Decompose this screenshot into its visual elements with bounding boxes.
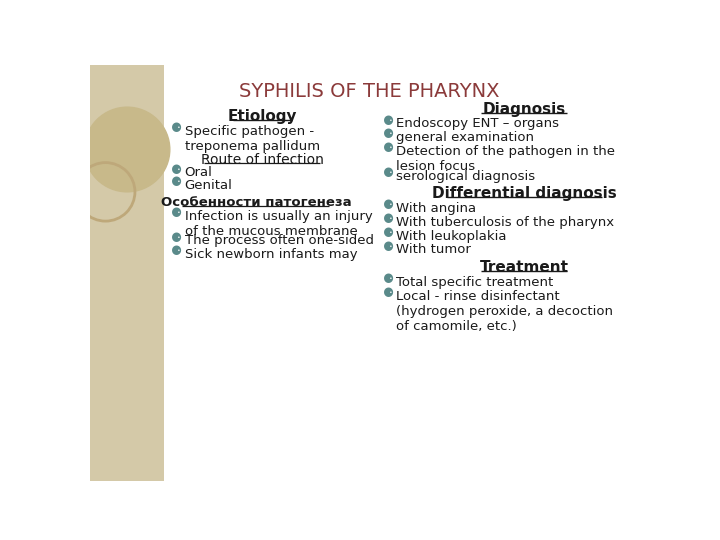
Text: ⚈: ⚈ [383, 142, 394, 155]
Text: Local - rinse disinfectant
(hydrogen peroxide, a decoction
of camomile, etc.): Local - rinse disinfectant (hydrogen per… [396, 289, 613, 333]
Text: SYPHILIS OF THE PHARYNX: SYPHILIS OF THE PHARYNX [239, 82, 499, 101]
Text: ⚈: ⚈ [383, 114, 394, 127]
Text: ⚈: ⚈ [171, 207, 182, 220]
Text: Sick newborn infants may: Sick newborn infants may [184, 248, 357, 261]
Text: ⚈: ⚈ [171, 176, 182, 189]
Text: ⚈: ⚈ [383, 227, 394, 240]
Text: Detection of the pathogen in the
lesion focus: Detection of the pathogen in the lesion … [396, 145, 615, 173]
Text: ⚈: ⚈ [383, 287, 394, 300]
Text: Differential diagnosis: Differential diagnosis [431, 186, 616, 201]
Text: Diagnosis: Diagnosis [482, 102, 566, 117]
Text: Treatment: Treatment [480, 260, 569, 275]
Text: Особенности патогенеза: Особенности патогенеза [161, 195, 351, 208]
Bar [90, 65, 163, 481]
Text: Specific pathogen -
treponema pallidum: Specific pathogen - treponema pallidum [184, 125, 320, 153]
Text: ⚈: ⚈ [171, 232, 182, 245]
Text: With angina: With angina [396, 202, 476, 215]
Text: ⚈: ⚈ [383, 241, 394, 254]
Text: ⚈: ⚈ [383, 167, 394, 180]
Text: ⚈: ⚈ [171, 122, 182, 135]
Text: general examination: general examination [396, 131, 534, 144]
Text: ⚈: ⚈ [383, 273, 394, 286]
Text: Route of infection: Route of infection [201, 153, 323, 166]
Text: Etiology: Etiology [228, 110, 297, 124]
Text: With leukoplakia: With leukoplakia [396, 230, 507, 242]
Circle shape [84, 107, 170, 192]
Text: The process often one-sided: The process often one-sided [184, 234, 374, 247]
Text: ⚈: ⚈ [383, 199, 394, 212]
Text: ⚈: ⚈ [383, 129, 394, 141]
Text: serological diagnosis: serological diagnosis [396, 170, 535, 183]
Text: With tumor: With tumor [396, 244, 471, 256]
Text: Total specific treatment: Total specific treatment [396, 276, 554, 289]
Text: ⚈: ⚈ [171, 245, 182, 259]
Text: With tuberculosis of the pharynx: With tuberculosis of the pharynx [396, 215, 614, 229]
Text: Genital: Genital [184, 179, 233, 192]
Text: Oral: Oral [184, 166, 212, 179]
Text: ⚈: ⚈ [171, 164, 182, 177]
Text: Endoscopy ENT – organs: Endoscopy ENT – organs [396, 117, 559, 130]
Text: ⚈: ⚈ [383, 213, 394, 226]
Text: Infection is usually an injury
of the mucous membrane: Infection is usually an injury of the mu… [184, 210, 372, 238]
